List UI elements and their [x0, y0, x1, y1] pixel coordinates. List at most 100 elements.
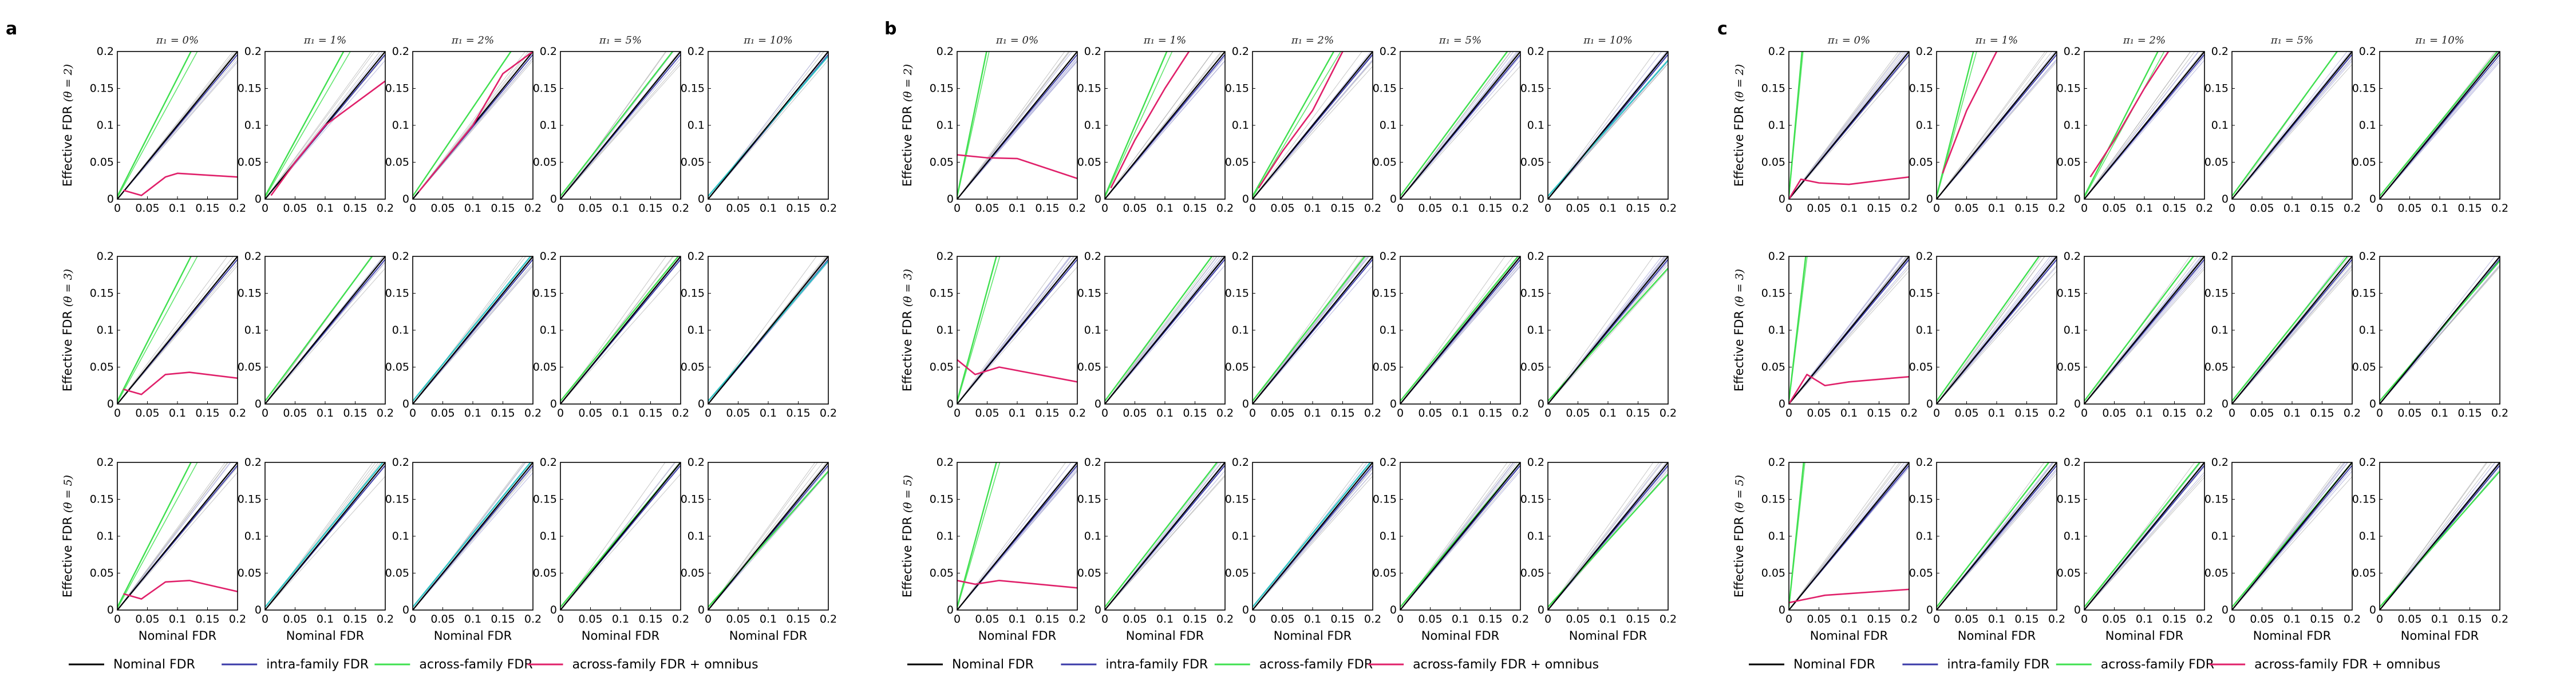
y-axis-label: Effective FDR (θ = 3) [1732, 269, 1746, 391]
x-tick-label: 0.1 [2136, 613, 2153, 625]
x-tick-label: 0.2 [1216, 202, 1234, 215]
y-tick-label: 0.15 [1225, 287, 1249, 300]
nominal-line [2380, 52, 2500, 199]
y-tick-label: 0.05 [2352, 156, 2376, 169]
across-family-line [2084, 462, 2200, 608]
y-tick-label: 0.05 [2057, 361, 2081, 374]
subplot-a-r1-c4: 0 0.05 0.1 0.15 0.2 0 0.05 0.1 0.15 0.2 π₁ = 5% [533, 34, 689, 215]
grey-trace [1548, 52, 1656, 199]
omnibus-line [123, 580, 238, 600]
y-axis-label-theta: (θ = 5) [902, 475, 914, 513]
y-tick-label: 0.05 [2204, 567, 2229, 580]
y-tick-label: 0 [1779, 193, 1785, 205]
plot-area [957, 52, 1077, 199]
omnibus-line [1942, 52, 1998, 174]
x-tick-label: 0.15 [2162, 407, 2186, 419]
across-family-line-2 [117, 462, 198, 609]
y-tick-label: 0.15 [1520, 82, 1544, 95]
y-tick-label: 0.2 [1084, 45, 1101, 58]
x-tick-label: 0.15 [2014, 407, 2038, 419]
across-family-line [2380, 470, 2500, 608]
grey-trace [957, 462, 1066, 610]
omnibus-line [957, 580, 1077, 589]
subplot-b-r1-c5: 0 0.05 0.1 0.15 0.2 0 0.05 0.1 0.15 0.2 π₁ = 10% [1520, 34, 1677, 215]
x-tick-label: 0.2 [672, 407, 689, 419]
y-tick-label: 0.15 [90, 82, 114, 95]
y-tick-label: 0.2 [244, 456, 262, 469]
y-tick-label: 0 [1926, 193, 1933, 205]
x-tick-label: 0.1 [2136, 407, 2153, 419]
legend-label: Nominal FDR [1793, 658, 1875, 672]
subplot-c-r2-c2: 0 0.05 0.1 0.15 0.2 0 0.05 0.1 0.15 0.2 [1909, 250, 2065, 419]
x-tick-label: 0.05 [283, 407, 307, 419]
x-tick-label: 0.15 [2458, 202, 2482, 215]
y-tick-label: 0.05 [2057, 567, 2081, 580]
intra-trace-light [1400, 266, 1520, 404]
y-tick-label: 0.1 [1768, 324, 1785, 336]
legend-item: Nominal FDR [907, 658, 1034, 672]
x-tick-label: 0.1 [1452, 407, 1469, 419]
legend-label: across-family FDR [2101, 658, 2214, 672]
x-tick-label: 0 [1249, 407, 1256, 419]
plot-area [413, 462, 533, 610]
across-family-line [2232, 256, 2348, 402]
across-family-line [265, 462, 384, 608]
y-tick-label: 0.15 [1077, 287, 1101, 300]
y-tick-label: 0.1 [392, 119, 409, 132]
x-tick-label: 0.2 [820, 202, 837, 215]
x-tick-label: 0.05 [1566, 202, 1590, 215]
omnibus-line [1789, 374, 1909, 404]
plot-area [1548, 52, 1668, 199]
subplot-c-r3-c3: 0 0.05 0.1 0.15 0.2 0 0.05 0.1 0.15 0.2 Nominal FD… [2057, 456, 2213, 643]
x-tick-label: 0.05 [2102, 202, 2126, 215]
y-tick-label: 0.05 [1373, 361, 1397, 374]
y-tick-label: 0.15 [533, 493, 557, 506]
grey-trace [117, 462, 228, 610]
subplot-c-r3-c2: 0 0.05 0.1 0.15 0.2 0 0.05 0.1 0.15 0.2 Nominal FD… [1909, 456, 2065, 643]
y-tick-label: 0.15 [930, 287, 954, 300]
x-tick-label: 0 [557, 202, 564, 215]
across-family-line [957, 52, 987, 197]
plot-area [2380, 256, 2500, 404]
x-tick-label: 0.2 [1069, 407, 1086, 419]
x-tick-label: 0.15 [1626, 613, 1650, 625]
legend-label: intra-family FDR [1105, 658, 1208, 672]
x-tick-label: 0.2 [1216, 613, 1234, 625]
y-axis-label-text: Effective FDR [900, 307, 914, 391]
omnibus-line [1110, 52, 1190, 189]
x-tick-label: 0.15 [2310, 202, 2334, 215]
across-family-line [117, 52, 192, 197]
x-tick-label: 0.2 [672, 202, 689, 215]
plot-area [708, 256, 828, 404]
intra-trace-light [1253, 472, 1373, 610]
x-tick-label: 0.2 [1364, 613, 1381, 625]
nominal-line [413, 462, 533, 610]
y-tick-label: 0.15 [2057, 287, 2081, 300]
across-family-line-2 [265, 52, 351, 198]
grey-trace [117, 472, 238, 610]
y-tick-label: 0.2 [244, 250, 262, 263]
x-tick-label: 0.15 [491, 613, 515, 625]
intra-trace-light [2084, 60, 2204, 199]
plot-area [1937, 52, 2057, 199]
y-tick-label: 0.05 [1373, 567, 1397, 580]
nominal-line [1400, 462, 1520, 610]
nominal-line [708, 52, 828, 199]
x-tick-label: 0.2 [2491, 202, 2508, 215]
x-tick-label: 0.15 [1183, 407, 1207, 419]
y-tick-label: 0.15 [2204, 287, 2229, 300]
y-tick-label: 0.05 [1909, 156, 1933, 169]
y-tick-label: 0.15 [2352, 287, 2376, 300]
subplot-c-r1-c4: 0 0.05 0.1 0.15 0.2 0 0.05 0.1 0.15 0.2 π₁ = 5% [2204, 34, 2361, 215]
y-tick-label: 0.2 [244, 45, 262, 58]
y-tick-label: 0.1 [2359, 324, 2376, 336]
y-tick-label: 0 [1095, 398, 1101, 410]
grey-trace [117, 256, 228, 404]
x-tick-label: 0.2 [377, 613, 394, 625]
x-tick-label: 0.2 [2491, 407, 2508, 419]
y-tick-label: 0 [2369, 398, 2376, 410]
x-tick-label: 0.05 [2397, 613, 2421, 625]
across-family-line-2 [1789, 52, 1804, 198]
panel-b: b 0 0.05 0.1 0.15 0.2 0 0.05 0.1 0.15 0.2 π₁ = 0% Ef… [884, 19, 1677, 643]
